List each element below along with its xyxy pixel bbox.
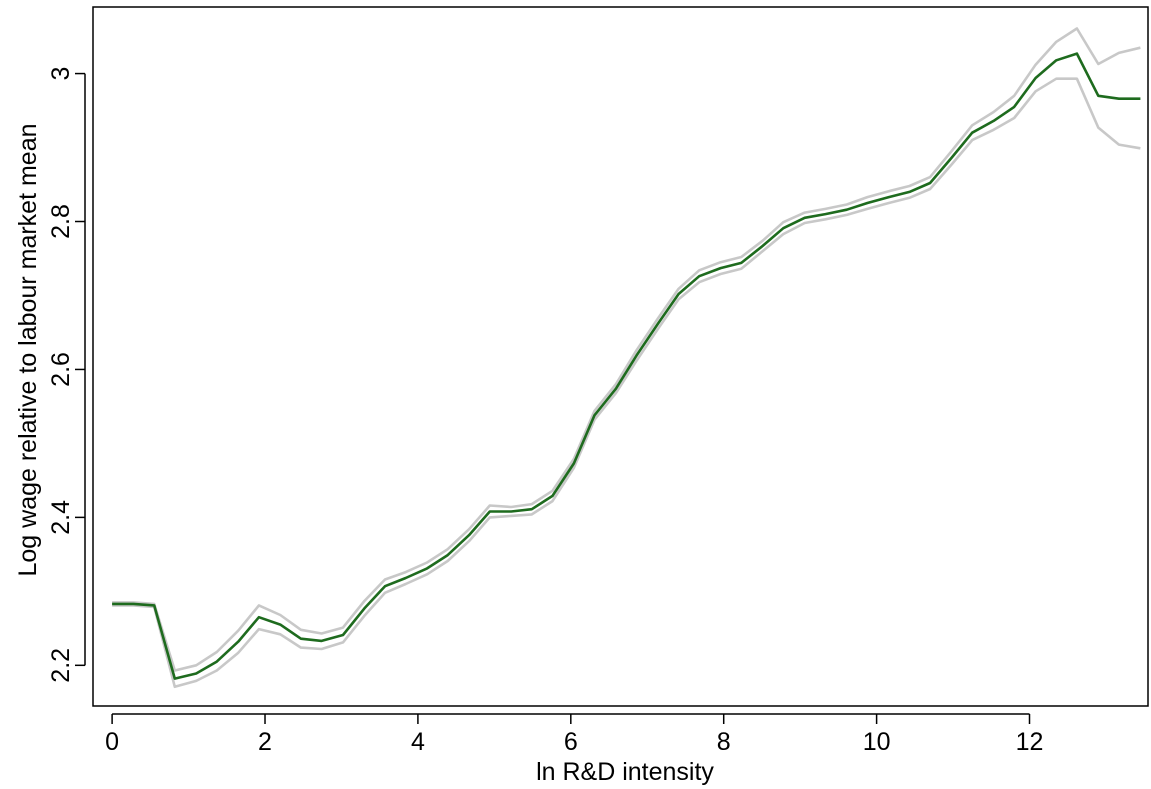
y-tick-label: 2.6 [47,352,75,387]
series-line-upper-ci [112,27,1141,672]
y-axis: 2.2 2.4 2.6 2.8 3 [47,67,86,683]
y-tick-label: 3 [47,67,75,81]
y-axis-title: Log wage relative to labour market mean [14,123,42,576]
x-tick-label: 4 [411,728,425,756]
x-tick-label: 10 [863,728,891,756]
y-tick-label: 2.2 [47,648,75,683]
x-axis: 0 2 4 6 8 10 12 [105,713,1044,756]
y-tick-label: 2.8 [47,204,75,239]
x-tick-label: 12 [1016,728,1044,756]
series-line-lower-ci [112,77,1141,689]
x-tick-label: 0 [105,728,119,756]
plot-frame [92,6,1149,707]
x-tick-label: 2 [258,728,272,756]
x-axis-title: ln R&D intensity [536,758,714,786]
series-layer [112,27,1141,689]
x-tick-label: 6 [564,728,578,756]
y-tick-label: 2.4 [47,500,75,535]
x-tick-label: 8 [717,728,731,756]
series-line-estimate [112,52,1141,680]
